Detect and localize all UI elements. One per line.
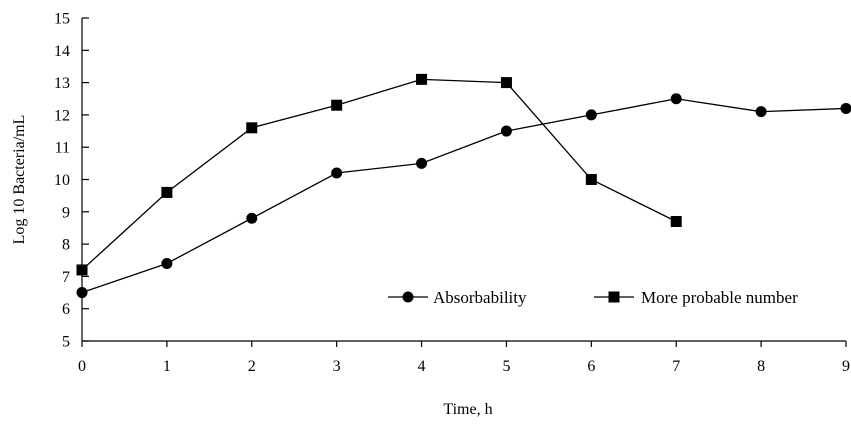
- y-tick-label-13: 13: [54, 75, 70, 92]
- legend: Absorbability More probable number: [388, 288, 798, 307]
- legend-item-more-probable-number: More probable number: [594, 288, 798, 307]
- x-tick-label-9: 9: [842, 358, 850, 375]
- legend-marker-absorbability: [402, 291, 414, 303]
- y-tick-label-15: 15: [54, 11, 70, 28]
- y-tick-label-14: 14: [54, 43, 70, 60]
- x-tick-label-8: 8: [757, 358, 765, 375]
- data-point-more-probable-number-6: [585, 174, 597, 185]
- data-point-more-probable-number-7: [670, 215, 682, 227]
- y-tick-label-11: 11: [55, 140, 70, 157]
- data-point-more-probable-number-2: [246, 122, 258, 134]
- data-point-more-probable-number-0: [76, 264, 88, 276]
- series-more-probable-number: [76, 73, 682, 276]
- x-axis-label: Time, h: [443, 401, 492, 418]
- data-point-absorbability-1: [161, 257, 173, 269]
- y-tick-label-7: 7: [62, 269, 70, 286]
- series-line-absorbability: [81, 98, 847, 294]
- data-point-absorbability-6: [585, 109, 597, 121]
- x-tick-label-6: 6: [587, 358, 595, 375]
- x-ticks: 0 1 2 3 4 5 6 7 8 9: [78, 341, 850, 375]
- y-tick-label-12: 12: [54, 107, 70, 124]
- legend-label-more-probable-number: More probable number: [641, 288, 798, 307]
- series-absorbability: [76, 93, 851, 299]
- y-axis-label: Log 10 Bacteria/mL: [11, 115, 28, 245]
- data-point-more-probable-number-3: [331, 99, 343, 111]
- data-point-absorbability-7: [670, 93, 682, 105]
- x-tick-label-0: 0: [78, 358, 86, 375]
- legend-label-absorbability: Absorbability: [433, 288, 527, 307]
- data-point-more-probable-number-5: [500, 77, 512, 89]
- y-tick-label-8: 8: [62, 237, 70, 254]
- y-tick-label-6: 6: [62, 301, 70, 318]
- data-point-absorbability-9: [840, 102, 851, 114]
- data-point-absorbability-4: [416, 157, 428, 169]
- y-tick-label-5: 5: [62, 334, 70, 351]
- data-point-more-probable-number-1: [161, 186, 173, 198]
- data-point-absorbability-8: [755, 106, 767, 118]
- data-point-absorbability-5: [500, 125, 512, 137]
- x-tick-label-4: 4: [418, 358, 426, 375]
- data-point-absorbability-0: [76, 287, 88, 299]
- data-point-more-probable-number-4: [416, 73, 428, 85]
- x-tick-label-3: 3: [333, 358, 341, 375]
- series-line-more-probable-number: [81, 78, 677, 271]
- data-point-absorbability-2: [246, 212, 258, 224]
- x-tick-label-5: 5: [502, 358, 510, 375]
- x-tick-label-1: 1: [163, 358, 171, 375]
- legend-marker-more-probable-number: [608, 291, 620, 303]
- legend-item-absorbability: Absorbability: [388, 288, 527, 307]
- x-tick-label-2: 2: [248, 358, 256, 375]
- data-point-absorbability-3: [331, 167, 343, 179]
- y-tick-label-10: 10: [54, 172, 70, 189]
- x-tick-label-7: 7: [672, 358, 680, 375]
- y-ticks: 5 6 7 8 9 10 11 12 13 14 15: [54, 11, 89, 351]
- y-tick-label-9: 9: [62, 204, 70, 221]
- series-layer: [76, 73, 851, 299]
